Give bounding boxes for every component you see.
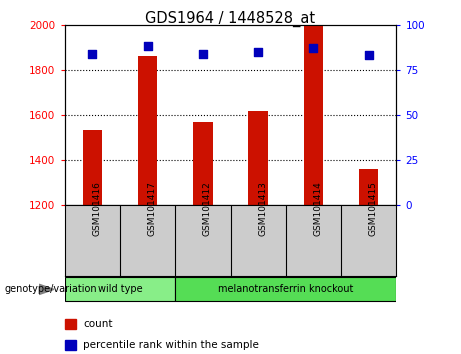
Text: GDS1964 / 1448528_at: GDS1964 / 1448528_at (145, 11, 316, 27)
Text: GSM101414: GSM101414 (313, 182, 323, 236)
Text: GSM101415: GSM101415 (369, 181, 378, 236)
Bar (193, 122, 213, 205)
Bar (359, 169, 378, 205)
Bar (248, 110, 268, 205)
Text: melanotransferrin knockout: melanotransferrin knockout (218, 284, 354, 295)
Bar (138, 56, 157, 205)
Text: GSM101416: GSM101416 (92, 181, 101, 236)
Point (89, 51, 96, 57)
Point (310, 45, 317, 51)
Point (254, 49, 262, 55)
Text: GSM101412: GSM101412 (203, 182, 212, 236)
Text: count: count (83, 319, 112, 329)
Bar (83, 130, 102, 205)
Point (144, 44, 151, 49)
Point (365, 53, 372, 58)
FancyBboxPatch shape (65, 278, 175, 301)
Polygon shape (39, 284, 54, 295)
Text: GSM101417: GSM101417 (148, 181, 157, 236)
FancyBboxPatch shape (175, 278, 396, 301)
Text: GSM101413: GSM101413 (258, 181, 267, 236)
Text: genotype/variation: genotype/variation (5, 284, 97, 295)
Point (199, 51, 207, 57)
Bar (304, 26, 323, 205)
Text: wild type: wild type (98, 284, 142, 295)
Text: percentile rank within the sample: percentile rank within the sample (83, 340, 259, 350)
